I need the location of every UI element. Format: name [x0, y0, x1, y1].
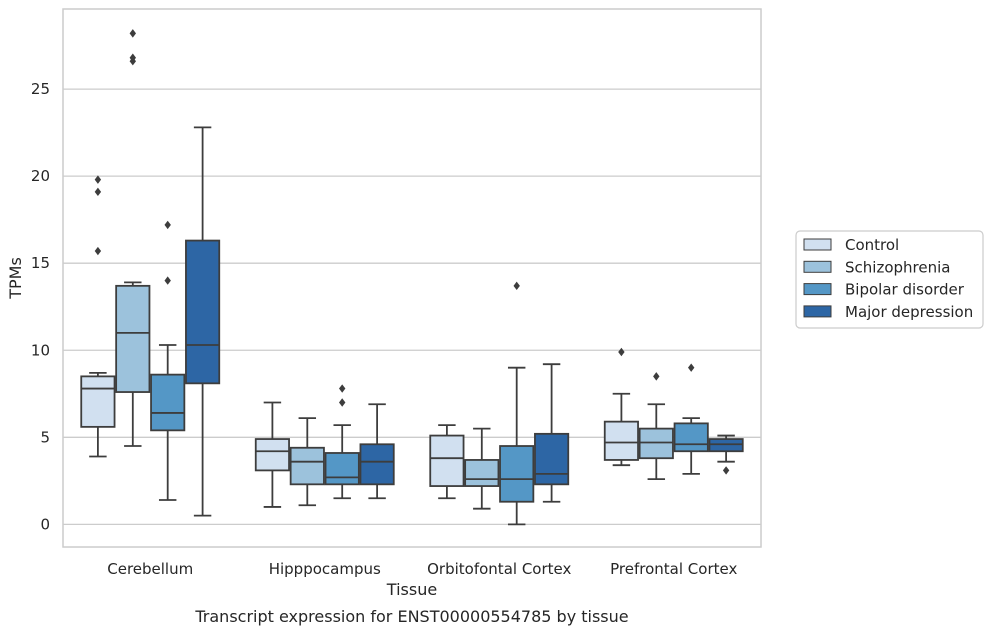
outlier-point	[339, 398, 346, 407]
box-bipolar-disorder	[673, 363, 709, 475]
box-major-depression	[185, 126, 221, 517]
outlier-point	[129, 53, 136, 62]
legend-label: Bipolar disorder	[845, 281, 965, 299]
box-iqr	[185, 239, 221, 385]
box-control	[254, 401, 290, 508]
legend: Control Schizophrenia Bipolar disorder Majo…	[795, 230, 984, 329]
x-axis-title: Tissue	[386, 580, 437, 599]
y-tick-labels: 0 5 10 15 20 25	[31, 80, 50, 533]
box-control	[603, 347, 639, 467]
legend-swatch	[803, 260, 832, 273]
box-iqr	[603, 420, 639, 461]
box-major-depression	[359, 403, 395, 500]
x-tick-label: Cerebellum	[107, 560, 193, 578]
box-iqr	[80, 375, 116, 428]
legend-frame	[795, 230, 984, 329]
box-iqr	[534, 432, 570, 486]
legend-swatch	[803, 238, 832, 251]
box-schizophrenia	[464, 427, 500, 510]
y-tick-label: 20	[31, 167, 50, 185]
outlier-point	[94, 175, 102, 184]
plot-frame	[62, 8, 762, 548]
box-iqr	[150, 373, 186, 432]
outlier-point	[164, 220, 171, 230]
box-major-depression	[708, 434, 744, 475]
box-iqr	[324, 452, 360, 486]
outlier-point	[688, 363, 695, 372]
box-iqr	[289, 446, 325, 486]
outlier-point	[129, 29, 136, 38]
x-tick-label: Orbitofontal Cortex	[427, 560, 571, 578]
legend-swatch	[803, 305, 832, 318]
legend-label: Control	[845, 236, 899, 254]
outlier-point	[94, 246, 102, 256]
box-iqr	[673, 422, 709, 453]
y-tick-label: 10	[31, 341, 50, 359]
x-tick-labels: Cerebellum Hipppocampus Orbitofontal Corte…	[107, 560, 737, 578]
box-bipolar-disorder	[150, 220, 186, 501]
y-axis-title: TPMs	[6, 257, 25, 300]
x-tick-label: Hipppocampus	[269, 560, 381, 578]
outlier-point	[722, 466, 730, 475]
x-tick-label: Prefrontal Cortex	[610, 560, 737, 578]
outlier-point	[94, 187, 102, 197]
box-major-depression	[534, 363, 570, 503]
legend-label: Major depression	[845, 303, 973, 321]
box-schizophrenia	[115, 29, 151, 447]
box-iqr	[115, 284, 151, 393]
y-tick-label: 0	[40, 515, 50, 533]
y-tick-label: 25	[31, 80, 50, 98]
box-iqr	[254, 438, 290, 472]
box-schizophrenia	[289, 417, 325, 507]
legend-swatch	[803, 283, 832, 296]
outlier-point	[339, 384, 346, 393]
gridlines	[63, 88, 761, 526]
outlier-point	[513, 281, 520, 291]
box-iqr	[429, 434, 465, 487]
boxes-layer	[80, 29, 744, 526]
y-tick-label: 15	[31, 254, 50, 272]
box-control	[429, 424, 465, 500]
legend-label: Schizophrenia	[845, 258, 950, 276]
outlier-point	[164, 276, 171, 285]
box-iqr	[499, 445, 535, 503]
box-control	[80, 175, 116, 458]
outlier-point	[618, 347, 625, 357]
box-bipolar-disorder	[324, 384, 360, 500]
outlier-point	[653, 372, 660, 381]
chart-caption: Transcript expression for ENST0000055478…	[194, 607, 628, 626]
box-iqr	[359, 443, 395, 486]
box-schizophrenia	[638, 372, 674, 480]
box-iqr	[464, 459, 500, 487]
y-tick-label: 5	[40, 428, 50, 446]
box-bipolar-disorder	[499, 281, 535, 526]
